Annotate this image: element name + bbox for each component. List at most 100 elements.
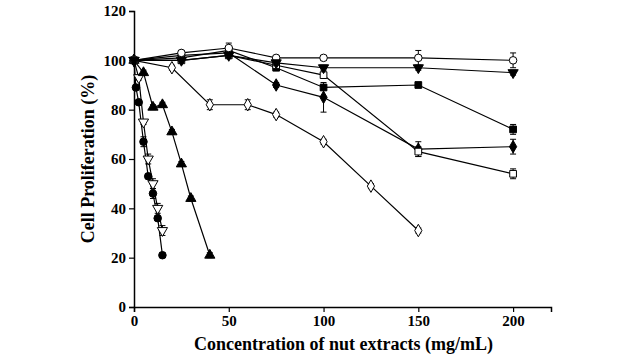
series (130, 43, 517, 68)
tick: 100 (313, 307, 336, 329)
marker (143, 156, 153, 165)
marker (157, 228, 167, 237)
tick-label: 50 (222, 313, 237, 329)
error-bar (415, 50, 421, 65)
tick: 0 (119, 299, 135, 315)
x-axis-title: Concentration of nut extracts (mg/mL) (194, 334, 493, 355)
marker (367, 180, 374, 192)
marker (273, 79, 280, 91)
marker (509, 57, 517, 65)
error-cap (510, 52, 516, 53)
tick-label: 0 (119, 299, 127, 315)
tick-label: 20 (111, 250, 126, 266)
error-bar (510, 124, 516, 134)
marker (159, 251, 167, 259)
error-cap (150, 198, 156, 199)
tick: 60 (111, 151, 134, 167)
marker (167, 126, 177, 135)
tick-mark (129, 110, 134, 111)
error-cap (155, 203, 161, 204)
tick: 40 (111, 201, 134, 217)
marker (318, 65, 328, 74)
marker (129, 57, 139, 66)
error-cap (510, 67, 516, 68)
error-bar (321, 85, 327, 90)
marker (205, 249, 215, 258)
series (129, 54, 215, 258)
line (134, 60, 162, 230)
tick-mark (129, 307, 134, 308)
marker (157, 99, 167, 108)
marker (415, 54, 423, 62)
marker (320, 54, 328, 62)
marker (186, 193, 196, 202)
error-cap (415, 146, 421, 147)
error-cap (510, 124, 516, 125)
tick: 200 (502, 307, 525, 329)
series (131, 52, 517, 179)
tick-label: 0 (131, 313, 139, 329)
error-bar (415, 147, 421, 157)
error-cap (321, 112, 327, 113)
marker (176, 158, 186, 167)
marker (224, 52, 234, 61)
tick: 120 (104, 3, 135, 19)
error-cap (226, 43, 232, 44)
tick: 100 (104, 53, 135, 69)
marker (320, 135, 327, 147)
marker (508, 70, 518, 79)
series (129, 57, 168, 236)
plot-area (129, 43, 518, 259)
error-bar (226, 43, 232, 53)
marker (509, 140, 516, 152)
tick-label: 120 (104, 3, 127, 19)
error-cap (321, 82, 327, 83)
error-cap (510, 168, 516, 169)
marker (510, 126, 517, 133)
tick-mark (129, 258, 134, 259)
tick-label: 40 (111, 201, 126, 217)
axis-line (135, 308, 552, 313)
line (134, 55, 513, 173)
tick-mark (129, 208, 134, 209)
error-bar (510, 53, 516, 68)
y-axis-title: Cell Proliferation (%) (78, 75, 99, 244)
marker (415, 143, 422, 155)
marker (413, 65, 423, 74)
marker (320, 84, 327, 91)
tick: 50 (222, 307, 237, 329)
tick: 80 (111, 102, 134, 118)
tick-mark (129, 11, 134, 12)
line (134, 60, 210, 255)
tick-label: 60 (111, 151, 126, 167)
error-cap (510, 178, 516, 179)
marker (148, 101, 158, 110)
line (134, 55, 513, 72)
tick-label: 100 (313, 313, 336, 329)
marker (415, 82, 422, 89)
error-cap (150, 178, 156, 179)
marker (138, 67, 148, 76)
error-cap (415, 50, 421, 51)
error-bar (510, 169, 516, 179)
marker (138, 119, 148, 128)
marker (206, 98, 213, 110)
error-cap (415, 156, 421, 157)
tick-mark (129, 159, 134, 160)
series (131, 47, 517, 134)
tick: 150 (408, 307, 431, 329)
error-cap (159, 225, 165, 226)
marker (271, 60, 281, 69)
marker (168, 61, 175, 73)
tick: 20 (111, 250, 134, 266)
tick-label: 200 (502, 313, 525, 329)
line (134, 50, 513, 129)
marker (510, 170, 517, 177)
marker (225, 44, 233, 52)
tick-label: 150 (408, 313, 431, 329)
chart: 0 50 100 150 200 0 20 40 60 80 100 120 Concentration… (0, 0, 640, 360)
marker (415, 224, 422, 236)
marker (148, 181, 158, 190)
error-cap (145, 154, 151, 155)
marker (153, 205, 163, 214)
